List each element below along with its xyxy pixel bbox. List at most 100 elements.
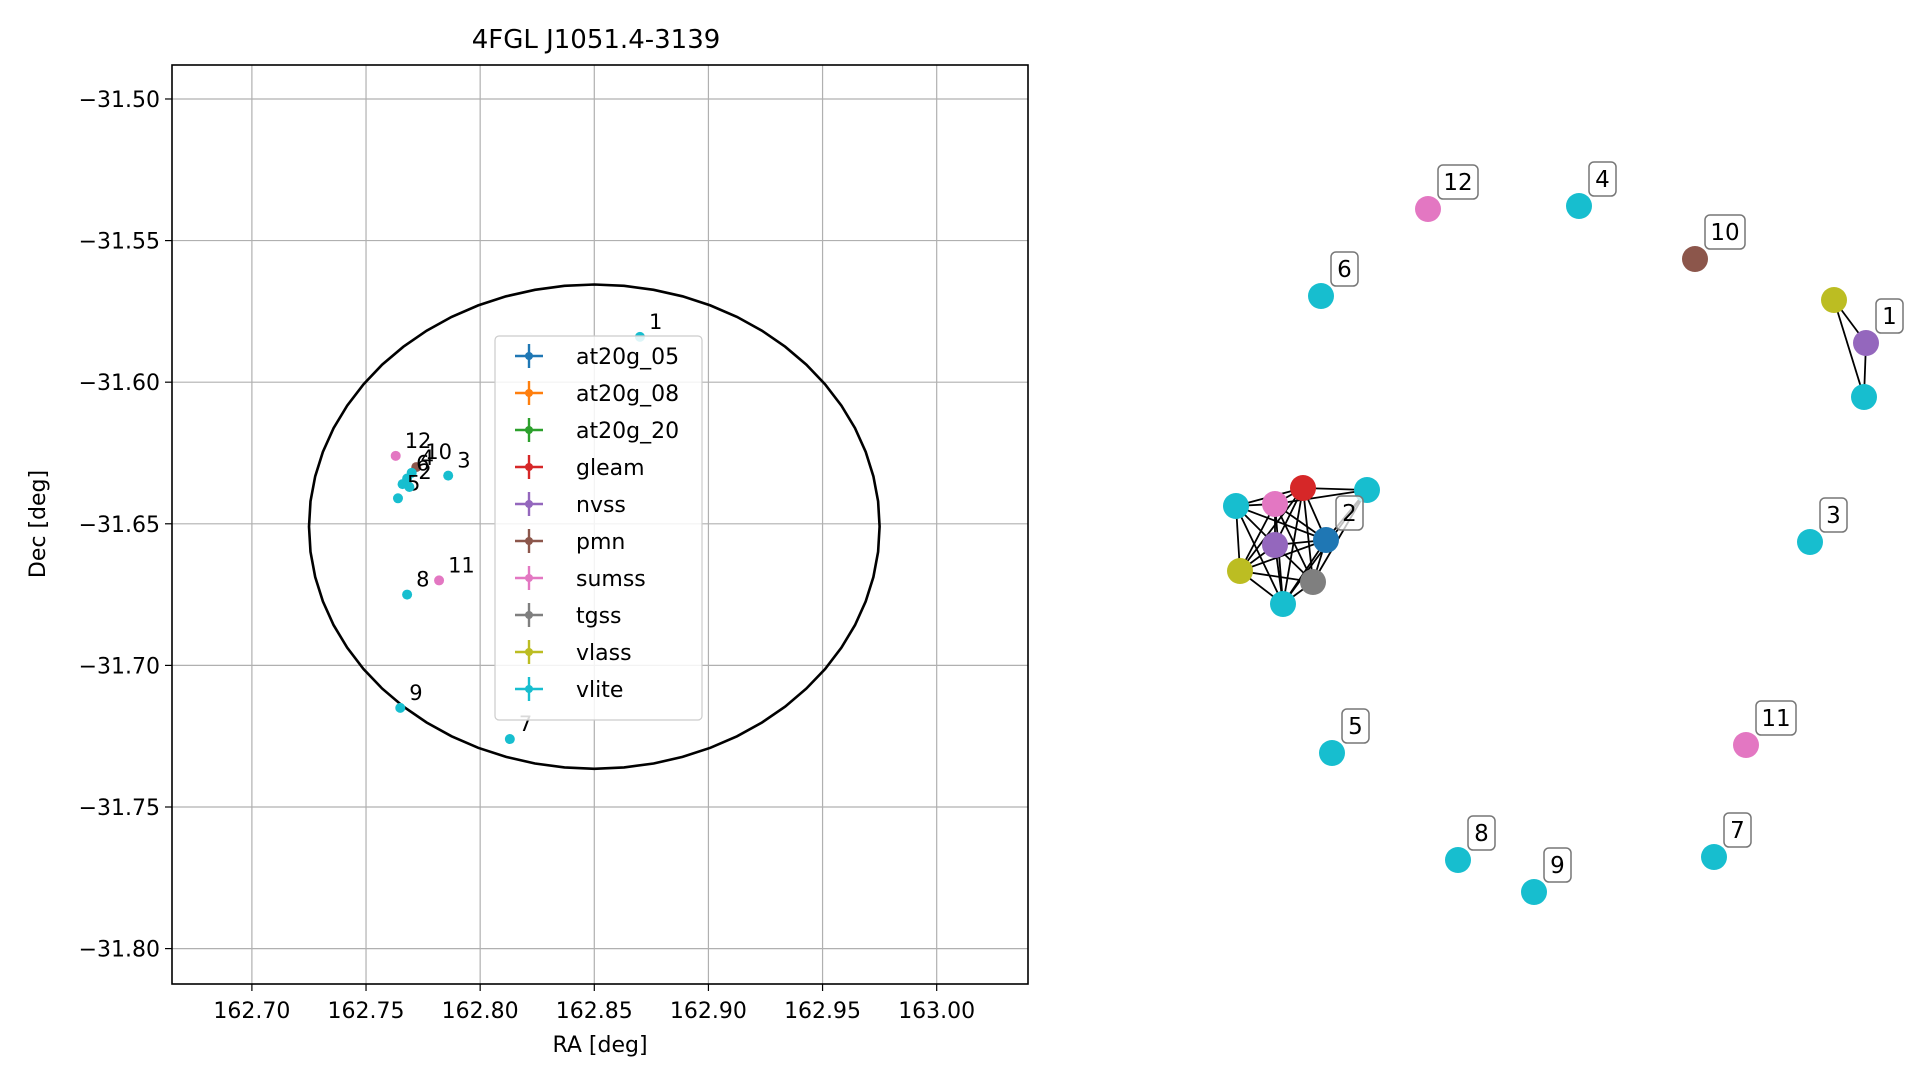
legend-marker-dot [525,574,533,582]
network-edge [1833,299,1865,398]
network-edges [1235,299,1867,605]
network-node-label-box [1588,161,1617,197]
legend-marker-dot [525,426,533,434]
x-tick-label: 162.85 [556,999,633,1024]
legend-marker-dot [525,537,533,545]
scatter-point-label: 4 [421,446,434,470]
y-tick-label: −31.75 [79,796,160,821]
network-node-label-box [1437,164,1479,200]
localization-ellipse [307,283,881,771]
network-node [1821,287,1847,313]
network-node-label-box [1330,251,1359,287]
network-node-label-box [1755,700,1797,736]
scatter-point [392,493,403,504]
scatter-point [390,450,401,461]
chart-title: 4FGL J1051.4-3139 [472,25,721,55]
network-edge [1282,487,1304,605]
network-node-label: 7 [1730,818,1745,844]
network-node [1262,491,1288,517]
legend-label: at20g_05 [576,345,679,370]
scatter-point [397,479,408,490]
network-node-label: 2 [1342,501,1357,527]
axis-ticks: 162.70 162.75 162.80 162.85 162.90 162.95 163.… [79,88,976,1024]
network-node-label: 6 [1337,257,1352,283]
scatter-point-label: 3 [457,449,470,473]
network-node [1300,569,1326,595]
x-tick-label: 162.80 [442,999,519,1024]
legend-marker-dot [525,685,533,693]
network-node [1290,475,1316,501]
network-node-label-box [1875,298,1904,334]
network-node-label: 12 [1443,170,1472,196]
scatter-point [504,734,515,745]
x-tick-label: 162.70 [213,999,290,1024]
y-tick-label: −31.50 [79,88,160,113]
legend-label: pmn [576,530,625,555]
network-node-label: 5 [1348,714,1363,740]
scatter-point [402,589,413,600]
network-node [1223,493,1249,519]
scatter-point-label: 2 [418,460,431,484]
y-tick-label: −31.80 [79,938,160,963]
network-node [1319,740,1345,766]
scatter-point-label: 12 [405,429,432,453]
localization-ellipse-layer [307,283,881,771]
legend-label: vlass [576,641,632,666]
legend-label: sumss [576,567,646,592]
network-node [1308,283,1334,309]
network-node-label: 4 [1595,167,1610,193]
network-node-label: 1 [1882,304,1897,330]
legend-marker-dot [525,611,533,619]
network-node [1521,879,1547,905]
scatter-point-label: 6 [416,451,429,475]
y-tick-label: −31.55 [79,230,160,255]
network-node [1682,246,1708,272]
legend-marker-dot [525,352,533,360]
network-edge [1239,539,1327,572]
network-node-label: 11 [1761,706,1790,732]
network-node [1797,529,1823,555]
scatter-point-label: 10 [425,440,452,464]
legend-label: gleam [576,456,645,481]
network-node [1733,732,1759,758]
network-node [1227,558,1253,584]
network-node [1415,196,1441,222]
network-node [1851,384,1877,410]
legend-label: at20g_08 [576,382,679,407]
scatter-point [443,470,454,481]
axes-frame [171,64,1029,985]
legend-box [494,335,703,721]
x-tick-label: 162.95 [784,999,861,1024]
network-node [1313,527,1339,553]
legend-marker-dot [525,648,533,656]
network-node-label: 10 [1710,220,1739,246]
network-node [1566,193,1592,219]
scatter-point-label: 1 [649,310,662,334]
legend-label: vlite [576,678,623,703]
network-node-label: 8 [1474,821,1489,847]
y-tick-label: −31.65 [79,513,160,538]
x-tick-label: 162.75 [328,999,405,1024]
network-edge [1274,489,1368,505]
y-tick-label: −31.70 [79,654,160,679]
x-axis-label: RA [deg] [552,1033,647,1058]
network-node [1262,532,1288,558]
x-tick-label: 162.90 [670,999,747,1024]
scatter-point-label: 8 [416,568,429,592]
network-node [1701,844,1727,870]
grid [172,65,1028,984]
legend-label: at20g_20 [576,419,679,444]
y-axis-label: Dec [deg] [26,470,51,578]
scatter-point-label: 11 [448,553,475,577]
network-edge [1235,505,1327,541]
network-node-label: 3 [1826,503,1841,529]
legend-label: nvss [576,493,626,518]
legend-label: tgss [576,604,622,629]
network-node-label-box [1543,847,1572,883]
network-nodes [1223,193,1879,905]
